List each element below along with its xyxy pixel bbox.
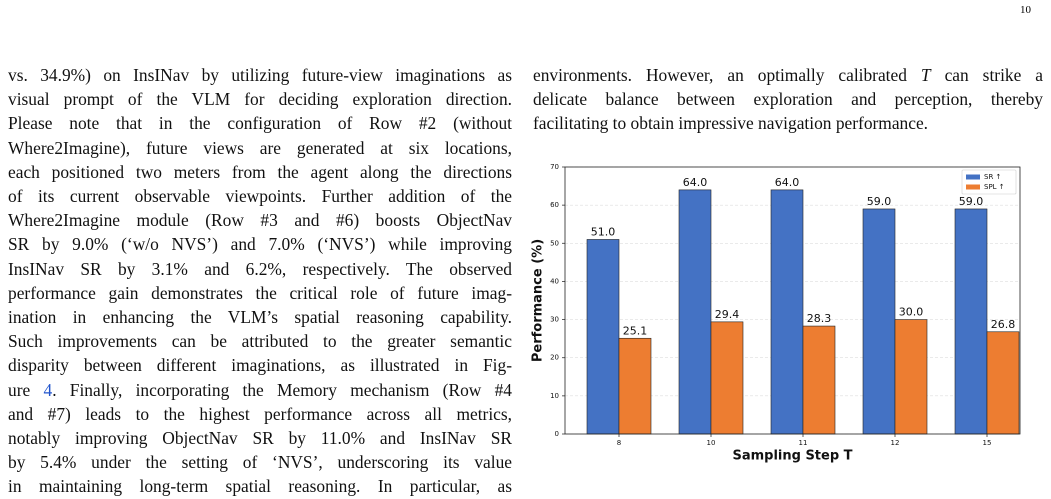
y-tick-label: 10 <box>550 392 559 400</box>
bar <box>710 321 744 435</box>
y-tick-label: 0 <box>555 430 559 438</box>
right-column: environments. However, an optimally cali… <box>533 63 1043 136</box>
y-tick-label: 50 <box>550 239 559 247</box>
text-line: Where2Imagine module (Row #3 and #6) boo… <box>8 210 512 231</box>
x-tick-label: 15 <box>983 439 992 447</box>
y-tick-label: 70 <box>550 163 559 171</box>
y-tick-label: 40 <box>550 277 559 285</box>
value-label: 59.0 <box>867 195 892 208</box>
y-axis-label: Performance (%) <box>531 239 546 362</box>
text-line: environments. However, an optimally cali… <box>533 63 1043 87</box>
text-line: delicate balance between exploration and… <box>533 89 1043 110</box>
value-label: 59.0 <box>959 195 984 208</box>
text-line: Where2Imagine), future views are generat… <box>8 137 512 158</box>
text-span: can strike a <box>930 65 1044 85</box>
text-span: ure <box>8 379 44 400</box>
text-line: and #7) leads to the highest performance… <box>8 403 512 424</box>
text-line: facilitating to obtain impressive naviga… <box>533 113 929 134</box>
text-line: InsINav SR by 3.1% and 6.2%, respectivel… <box>8 258 512 279</box>
value-label: 26.8 <box>991 318 1016 331</box>
value-label: 64.0 <box>683 176 708 189</box>
value-label: 25.1 <box>623 324 648 337</box>
bar <box>618 337 652 435</box>
x-tick-label: 10 <box>707 439 716 447</box>
text-span: . Finally, incorporating the Memory mech… <box>52 379 512 400</box>
value-label: 29.4 <box>715 308 740 321</box>
text-line: of its current observable viewpoints. Fu… <box>8 186 512 207</box>
text-line: Such improvements can be attributed to t… <box>8 331 512 352</box>
left-column: vs. 34.9%) on InsINav by utilizing futur… <box>8 63 512 499</box>
legend-label: SR ↑ <box>984 173 1001 181</box>
plot-frame <box>564 166 1021 435</box>
bar <box>802 325 836 435</box>
x-axis-label: Sampling Step T <box>732 449 852 464</box>
bar <box>954 208 988 435</box>
value-label: 30.0 <box>899 306 924 319</box>
y-tick-label: 30 <box>550 316 559 324</box>
page-number: 10 <box>1020 4 1031 16</box>
x-tick-label: 12 <box>891 439 900 447</box>
x-tick-label: 11 <box>799 439 808 447</box>
bar <box>894 319 928 435</box>
legend-swatch <box>966 174 980 180</box>
y-tick-label: 20 <box>550 354 559 362</box>
bar <box>678 189 712 435</box>
text-line: disparity between different imaginations… <box>8 355 512 376</box>
value-label: 64.0 <box>775 176 800 189</box>
text-line: Please note that in the configuration of… <box>8 113 512 134</box>
bar <box>986 331 1020 435</box>
text-span: T <box>920 65 931 85</box>
text-line: ure 4. Finally, incorporating the Memory… <box>8 378 512 402</box>
page: 10 vs. 34.9%) on InsINav by utilizing fu… <box>8 4 1044 497</box>
text-line: ination in enhancing the VLM’s spatial r… <box>8 307 512 328</box>
text-line: performance gain demonstrates the critic… <box>8 282 512 303</box>
text-line: notably improving ObjectNav SR by 11.0% … <box>8 428 512 449</box>
text-line: visual prompt of the VLM for deciding ex… <box>8 89 512 110</box>
legend-swatch <box>966 184 980 190</box>
y-tick-label: 60 <box>550 201 559 209</box>
bar <box>862 208 896 435</box>
text-span: environments. However, an optimally cali… <box>533 65 921 85</box>
text-line: vs. 34.9%) on InsINav by utilizing futur… <box>8 65 512 85</box>
text-span[interactable]: 4 <box>43 379 53 400</box>
bar <box>770 189 804 435</box>
x-tick-label: 8 <box>617 439 621 447</box>
value-label: 28.3 <box>807 312 832 325</box>
text-line: by 5.4% under the setting of ‘NVS’, unde… <box>8 452 512 473</box>
text-line: each positioned two meters from the agen… <box>8 161 512 182</box>
value-label: 51.0 <box>591 225 616 238</box>
legend-label: SPL ↑ <box>984 183 1005 191</box>
bar <box>586 239 620 435</box>
text-line: SR by 9.0% (‘w/o NVS’) and 7.0% (‘NVS’) … <box>8 234 512 255</box>
chart: 0 10 20 30 40 50 60 70 8 51.0 25.1 10 64.0 29.4 11 64.0… <box>531 163 1021 464</box>
